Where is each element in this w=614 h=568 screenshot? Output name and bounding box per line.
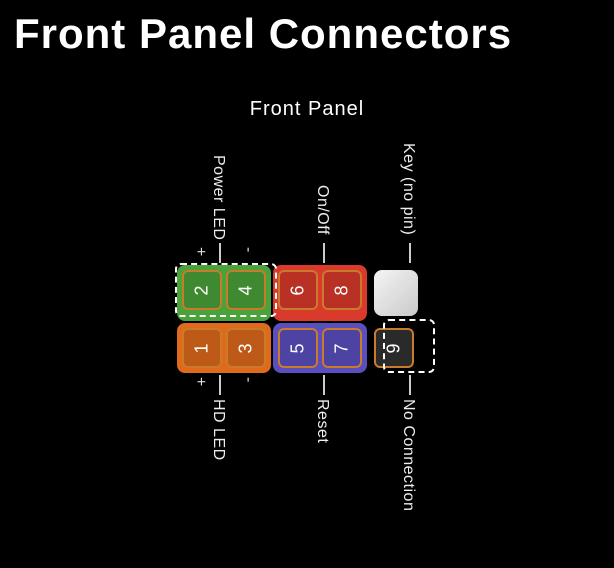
key-pin (374, 270, 418, 316)
polarity-minus: - (239, 377, 257, 382)
pin-8: 8 (322, 270, 362, 310)
tick (409, 243, 411, 263)
group-power-led: 2 4 (177, 265, 271, 321)
label-no-connection: No Connection (399, 399, 417, 511)
group-no-connection: 9 (369, 323, 419, 373)
tick (219, 375, 221, 395)
group-hd-led: 1 3 (177, 323, 271, 373)
front-panel-diagram: Power LED On/Off Key (no pin) + - 2 4 6 … (177, 265, 437, 373)
label-on-off: On/Off (313, 185, 331, 235)
group-key (369, 265, 423, 321)
page-title: Front Panel Connectors (0, 0, 614, 58)
tick (323, 243, 325, 263)
pin-grid: 2 4 6 8 1 3 5 7 9 (177, 265, 437, 373)
pin-3: 3 (226, 328, 266, 368)
label-power-led: Power LED (209, 155, 227, 240)
tick (323, 375, 325, 395)
pin-2: 2 (182, 270, 222, 310)
pin-5: 5 (278, 328, 318, 368)
diagram-subtitle: Front Panel (0, 98, 614, 121)
polarity-plus: + (191, 247, 209, 256)
polarity-plus: + (191, 377, 209, 386)
group-on-off: 6 8 (273, 265, 367, 321)
pin-7: 7 (322, 328, 362, 368)
label-key: Key (no pin) (399, 143, 417, 235)
group-reset: 5 7 (273, 323, 367, 373)
pin-6: 6 (278, 270, 318, 310)
label-reset: Reset (313, 399, 331, 443)
label-hd-led: HD LED (209, 399, 227, 461)
bottom-row: 1 3 5 7 9 (177, 323, 437, 373)
pin-1: 1 (182, 328, 222, 368)
tick (219, 243, 221, 263)
tick (409, 375, 411, 395)
pin-9: 9 (374, 328, 414, 368)
top-row: 2 4 6 8 (177, 265, 437, 321)
pin-4: 4 (226, 270, 266, 310)
polarity-minus: - (239, 247, 257, 252)
